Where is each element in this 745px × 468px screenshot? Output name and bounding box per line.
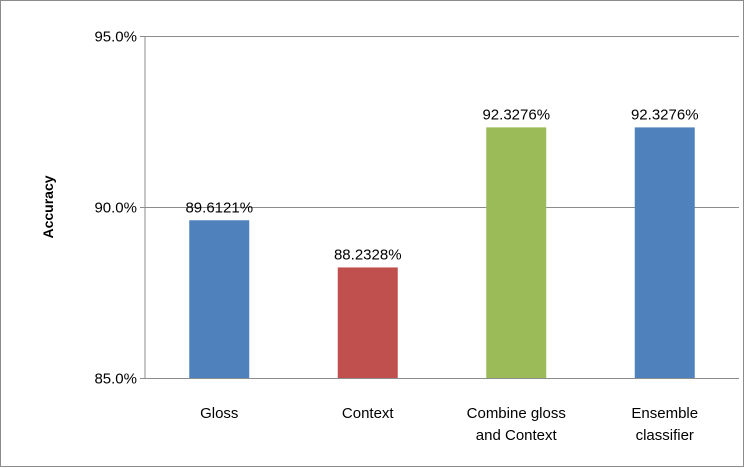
data-label: 92.3276%	[482, 106, 550, 123]
data-label: 92.3276%	[631, 106, 699, 123]
x-tick-label: Combine gloss and Context	[467, 405, 566, 444]
bar	[337, 267, 398, 378]
y-tick-label: 90.0%	[94, 200, 137, 217]
x-tick-label: Ensemble classifier	[631, 405, 698, 444]
data-label: 89.6121%	[185, 199, 253, 216]
y-tick-label: 95.0%	[94, 29, 137, 46]
data-label: 88.2328%	[334, 246, 402, 263]
x-tick-labels: Gloss Context Combine gloss and Context Ense…	[200, 405, 698, 444]
y-tick-labels: 85.0% 90.0% 95.0%	[94, 29, 137, 388]
bars	[189, 127, 695, 378]
y-axis-title: Accuracy	[40, 175, 56, 238]
gridlines	[140, 36, 739, 379]
x-tick-label: Context	[342, 405, 395, 422]
y-tick-label: 85.0%	[94, 371, 137, 388]
bar	[486, 127, 547, 378]
x-tick-label: Gloss	[200, 405, 238, 422]
data-labels: 89.6121% 88.2328% 92.3276% 92.3276%	[185, 106, 698, 263]
bar	[634, 127, 695, 378]
bar	[189, 220, 250, 378]
